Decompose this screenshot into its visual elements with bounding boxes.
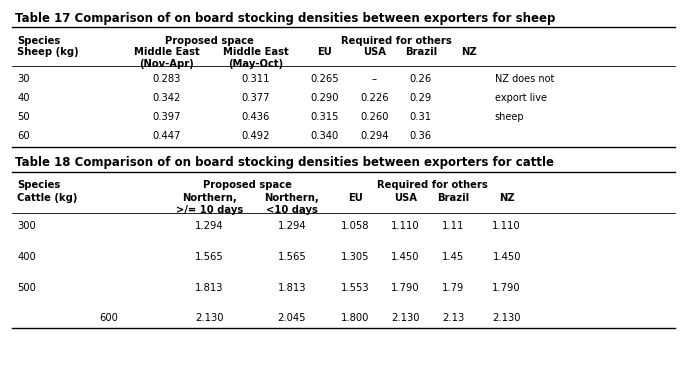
- Text: 0.436: 0.436: [242, 112, 270, 122]
- Text: –: –: [372, 74, 377, 84]
- Text: 1.11: 1.11: [442, 221, 464, 231]
- Text: 0.311: 0.311: [242, 74, 270, 84]
- Text: 1.294: 1.294: [278, 221, 306, 231]
- Text: 0.315: 0.315: [311, 112, 339, 122]
- Text: Middle East
(May-Oct): Middle East (May-Oct): [223, 47, 289, 69]
- Text: 1.45: 1.45: [442, 252, 464, 262]
- Text: 0.26: 0.26: [409, 74, 432, 84]
- Text: 1.79: 1.79: [442, 283, 464, 293]
- Text: 0.397: 0.397: [153, 112, 181, 122]
- Text: EU: EU: [317, 47, 332, 58]
- Text: EU: EU: [348, 193, 363, 203]
- Text: 30: 30: [17, 74, 30, 84]
- Text: 2.13: 2.13: [442, 313, 464, 323]
- Text: 1.813: 1.813: [195, 283, 224, 293]
- Text: Brazil: Brazil: [405, 47, 437, 58]
- Text: 0.340: 0.340: [311, 131, 339, 141]
- Text: 1.450: 1.450: [391, 252, 420, 262]
- Text: Sheep (kg): Sheep (kg): [17, 47, 79, 58]
- Text: Proposed space: Proposed space: [165, 36, 254, 46]
- Text: Table 18 Comparison of on board stocking densities between exporters for cattle: Table 18 Comparison of on board stocking…: [15, 156, 554, 169]
- Text: 1.450: 1.450: [493, 252, 521, 262]
- Text: Northern,
>/= 10 days: Northern, >/= 10 days: [176, 193, 243, 215]
- Text: 0.294: 0.294: [360, 131, 389, 141]
- Text: Northern,
<10 days: Northern, <10 days: [264, 193, 319, 215]
- Text: 0.377: 0.377: [242, 93, 270, 103]
- Text: 1.553: 1.553: [341, 283, 370, 293]
- Text: Cattle (kg): Cattle (kg): [17, 193, 78, 203]
- Text: 0.290: 0.290: [311, 93, 339, 103]
- Text: 1.813: 1.813: [278, 283, 306, 293]
- Text: 0.36: 0.36: [409, 131, 432, 141]
- Text: 2.130: 2.130: [493, 313, 521, 323]
- Text: 0.226: 0.226: [360, 93, 389, 103]
- Text: USA: USA: [363, 47, 386, 58]
- Text: Middle East
(Nov-Apr): Middle East (Nov-Apr): [134, 47, 199, 69]
- Text: 50: 50: [17, 112, 30, 122]
- Text: 0.265: 0.265: [311, 74, 339, 84]
- Text: 2.130: 2.130: [195, 313, 224, 323]
- Text: 0.492: 0.492: [242, 131, 270, 141]
- Text: 1.110: 1.110: [493, 221, 521, 231]
- Text: 1.790: 1.790: [391, 283, 420, 293]
- Text: 2.045: 2.045: [278, 313, 306, 323]
- Text: 400: 400: [17, 252, 36, 262]
- Text: Species: Species: [17, 36, 60, 46]
- Text: 0.342: 0.342: [153, 93, 181, 103]
- Text: Table 17 Comparison of on board stocking densities between exporters for sheep: Table 17 Comparison of on board stocking…: [15, 12, 556, 25]
- Text: 1.294: 1.294: [195, 221, 224, 231]
- Text: 600: 600: [100, 313, 118, 323]
- Text: Proposed space: Proposed space: [203, 180, 292, 190]
- Text: 0.283: 0.283: [153, 74, 181, 84]
- Text: 1.565: 1.565: [278, 252, 306, 262]
- Text: Required for others: Required for others: [377, 180, 488, 190]
- Text: 1.110: 1.110: [391, 221, 420, 231]
- Text: Brazil: Brazil: [438, 193, 469, 203]
- Text: 1.800: 1.800: [341, 313, 370, 323]
- Text: 2.130: 2.130: [391, 313, 420, 323]
- Text: NZ: NZ: [499, 193, 515, 203]
- Text: USA: USA: [394, 193, 417, 203]
- Text: 60: 60: [17, 131, 30, 141]
- Text: Species: Species: [17, 180, 60, 190]
- Text: 1.305: 1.305: [341, 252, 370, 262]
- Text: export live: export live: [495, 93, 547, 103]
- Text: 1.565: 1.565: [195, 252, 224, 262]
- Text: 1.058: 1.058: [341, 221, 370, 231]
- Text: 500: 500: [17, 283, 36, 293]
- Text: 300: 300: [17, 221, 36, 231]
- Text: sheep: sheep: [495, 112, 524, 122]
- Text: 40: 40: [17, 93, 30, 103]
- Text: 0.260: 0.260: [360, 112, 389, 122]
- Text: Required for others: Required for others: [341, 36, 452, 46]
- Text: 0.31: 0.31: [409, 112, 432, 122]
- Text: 1.790: 1.790: [493, 283, 521, 293]
- Text: NZ: NZ: [461, 47, 477, 58]
- Text: NZ does not: NZ does not: [495, 74, 554, 84]
- Text: 0.447: 0.447: [153, 131, 181, 141]
- Text: 0.29: 0.29: [409, 93, 432, 103]
